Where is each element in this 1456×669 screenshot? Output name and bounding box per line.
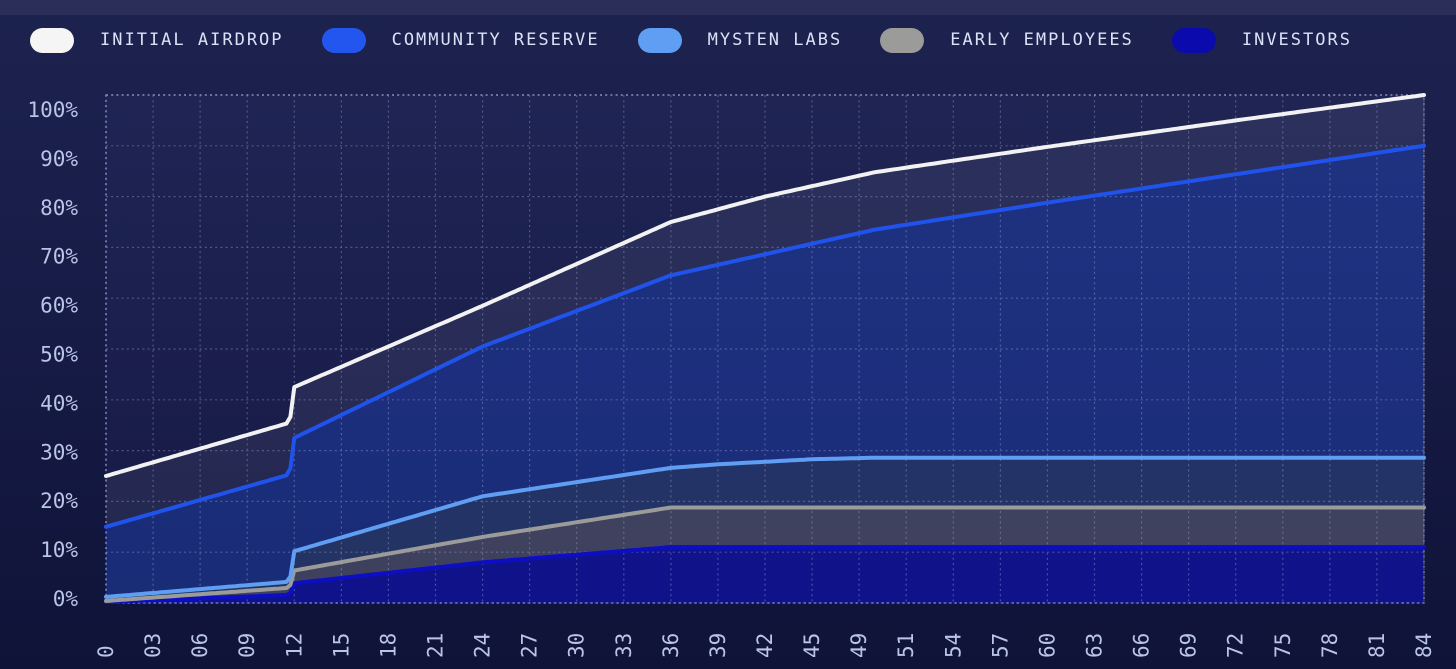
y-tick-label: 20% — [40, 489, 78, 513]
x-tick-label: 0 — [94, 645, 118, 658]
x-tick-label: 81 — [1365, 633, 1389, 658]
legend-item-early-employees[interactable]: EARLY EMPLOYEES — [880, 27, 1134, 53]
y-tick-label: 30% — [40, 440, 78, 464]
x-tick-label: 18 — [376, 633, 400, 658]
x-tick-label: 36 — [659, 633, 683, 658]
x-tick-label: 72 — [1224, 633, 1248, 658]
x-tick-label: 21 — [424, 633, 448, 658]
legend-label: COMMUNITY RESERVE — [391, 30, 600, 50]
legend-swatch-early-employees — [880, 27, 925, 53]
area-community-reserve — [106, 145, 1424, 597]
x-tick-label: 27 — [518, 633, 542, 658]
y-tick-label: 80% — [40, 196, 78, 220]
legend: INITIAL AIRDROP COMMUNITY RESERVE MYSTEN… — [0, 15, 1456, 65]
area-initial-airdrop — [106, 95, 1424, 527]
x-tick-label: 63 — [1083, 633, 1107, 658]
y-tick-label: 50% — [40, 343, 78, 367]
y-tick-label: 10% — [40, 538, 78, 562]
legend-swatch-mysten-labs — [637, 27, 682, 53]
y-tick-label: 90% — [40, 147, 78, 171]
x-tick-label: 49 — [847, 633, 871, 658]
x-tick-label: 75 — [1271, 633, 1295, 658]
top-strip — [0, 0, 1456, 15]
legend-item-mysten-labs[interactable]: MYSTEN LABS — [637, 27, 843, 53]
x-tick-label: 69 — [1177, 633, 1201, 658]
area-investors — [106, 547, 1424, 603]
legend-label: INITIAL AIRDROP — [100, 30, 284, 50]
legend-item-community-reserve[interactable]: COMMUNITY RESERVE — [321, 27, 600, 53]
x-tick-label: 57 — [988, 633, 1012, 658]
x-tick-label: 12 — [282, 633, 306, 658]
line-early-employees — [104, 505, 1426, 603]
x-tick-label: 03 — [141, 633, 165, 658]
y-tick-label: 0% — [53, 587, 79, 611]
x-tick-label: 51 — [894, 633, 918, 658]
y-tick-label: 40% — [40, 391, 78, 415]
x-tick-label: 84 — [1412, 633, 1436, 658]
x-tick-label: 66 — [1130, 633, 1154, 658]
x-tick-label: 39 — [706, 633, 730, 658]
x-tick-label: 78 — [1318, 633, 1342, 658]
plot-border — [105, 94, 1425, 604]
x-tick-label: 42 — [753, 633, 777, 658]
x-tick-label: 15 — [329, 633, 353, 658]
y-tick-label: 100% — [27, 98, 78, 122]
legend-label: MYSTEN LABS — [707, 30, 843, 50]
legend-swatch-initial-airdrop — [30, 27, 74, 53]
x-tick-label: 60 — [1035, 633, 1059, 658]
legend-swatch-investors — [1171, 27, 1216, 53]
x-tick-label: 30 — [565, 633, 589, 658]
y-tick-label: 70% — [40, 245, 78, 269]
x-tick-label: 09 — [235, 633, 259, 658]
x-tick-label: 33 — [612, 633, 636, 658]
x-tick-label: 24 — [471, 633, 495, 658]
legend-item-investors[interactable]: INVESTORS — [1171, 27, 1352, 53]
legend-swatch-community-reserve — [321, 27, 366, 53]
x-tick-label: 06 — [188, 633, 212, 658]
legend-label: EARLY EMPLOYEES — [950, 30, 1134, 50]
gridlines — [105, 94, 1425, 604]
y-tick-label: 60% — [40, 294, 78, 318]
line-investors — [104, 545, 1426, 604]
line-initial-airdrop — [104, 93, 1426, 478]
area-mysten-labs — [106, 457, 1424, 601]
legend-label: INVESTORS — [1241, 30, 1352, 50]
area-early-employees — [106, 507, 1424, 602]
line-community-reserve — [104, 143, 1426, 529]
x-tick-label: 54 — [941, 633, 965, 658]
x-tick-label: 45 — [800, 633, 824, 658]
legend-item-initial-airdrop[interactable]: INITIAL AIRDROP — [30, 27, 284, 53]
line-mysten-labs — [104, 455, 1426, 599]
